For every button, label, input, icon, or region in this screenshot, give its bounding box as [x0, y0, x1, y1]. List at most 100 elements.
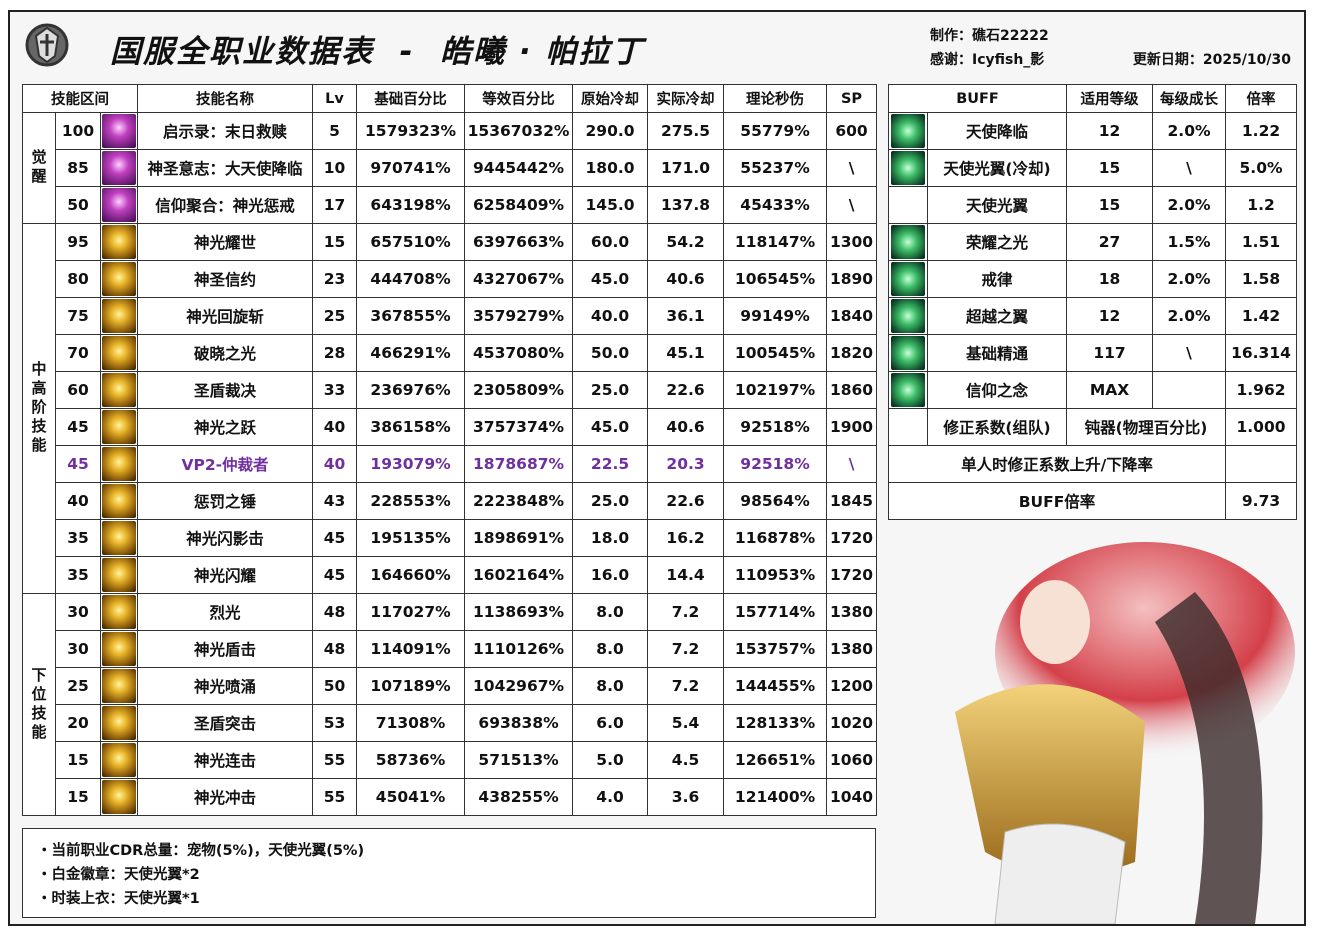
- cell: 2.0%: [1152, 112, 1227, 150]
- skill-icon: [102, 151, 137, 185]
- cell: 9445442%: [464, 149, 574, 187]
- cell: 信仰之念: [926, 371, 1068, 409]
- buff-icon: [891, 373, 925, 407]
- cell: 9.73: [1225, 482, 1298, 520]
- cell: 45.0: [572, 408, 649, 446]
- cell: 50: [55, 186, 101, 224]
- cell: 164660%: [356, 556, 466, 594]
- skill-row: 15 神光连击 55 58736% 571513% 5.0 4.5 126651% 1060: [23, 741, 878, 779]
- cell: 40.6: [647, 408, 725, 446]
- cell: 神光闪耀: [137, 556, 314, 594]
- skill-row: 45 VP2-仲裁者 40 193079% 1878687% 22.5 20.3 92518%…: [23, 445, 878, 483]
- cell: 55779%: [723, 112, 828, 150]
- cell: 神光之跃: [137, 408, 314, 446]
- icon-cell: [99, 630, 139, 668]
- skill-row: 75 神光回旋斩 25 367855% 3579279% 40.0 36.1 99149% 18…: [23, 297, 878, 335]
- cell: 43: [312, 482, 358, 520]
- cell: 116878%: [723, 519, 828, 557]
- cell: 1.962: [1225, 371, 1298, 409]
- cell: 神光耀世: [137, 223, 314, 261]
- cell: 5: [312, 112, 358, 150]
- cell: 45.0: [572, 260, 649, 298]
- icon-cell: [99, 371, 139, 409]
- skill-row: 30 神光盾击 48 114091% 1110126% 8.0 7.2 153757% 1380: [23, 630, 878, 668]
- cell: 5.0: [572, 741, 649, 779]
- cell: 8.0: [572, 630, 649, 668]
- cell: 圣盾突击: [137, 704, 314, 742]
- cell: 40: [312, 445, 358, 483]
- icon-cell: [99, 519, 139, 557]
- cell: 48: [312, 593, 358, 631]
- cell: 110953%: [723, 556, 828, 594]
- cell: 48: [312, 630, 358, 668]
- cell: 22.6: [647, 482, 725, 520]
- icon-cell: [99, 112, 139, 150]
- skill-row: 15 神光冲击 55 45041% 438255% 4.0 3.6 121400% 1040: [23, 778, 878, 816]
- cell: 657510%: [356, 223, 466, 261]
- cell: 121400%: [723, 778, 828, 816]
- skill-icon: [102, 595, 137, 629]
- skill-row: 60 圣盾裁决 33 236976% 2305809% 25.0 22.6 102197% 18…: [23, 371, 878, 409]
- cell: 8.0: [572, 667, 649, 705]
- skill-icon: [102, 262, 137, 296]
- icon-cell: [99, 149, 139, 187]
- cell: 天使降临: [926, 112, 1068, 150]
- group-label: 中高阶技能: [22, 223, 56, 594]
- cell: 126651%: [723, 741, 828, 779]
- solo-row: 单人时修正系数上升/下降率: [887, 445, 1298, 483]
- cell: 571513%: [464, 741, 574, 779]
- cell: 1.58: [1225, 260, 1298, 298]
- cell: 27: [1066, 223, 1154, 261]
- skill-icon: [102, 114, 137, 148]
- cell: 1720: [826, 519, 878, 557]
- cell: 102197%: [723, 371, 828, 409]
- cell: 643198%: [356, 186, 466, 224]
- note: ・时装上衣：天使光翼*1: [37, 891, 200, 907]
- buff-row: 超越之翼 12 2.0% 1.42: [888, 297, 1298, 335]
- skill-icon: [102, 558, 137, 592]
- cell: 神圣意志：大天使降临: [137, 149, 314, 187]
- cell: 荣耀之光: [926, 223, 1068, 261]
- cell: 228553%: [356, 482, 466, 520]
- icon-cell: [99, 704, 139, 742]
- icon-cell: [99, 741, 139, 779]
- skill-row: 35 神光闪影击 45 195135% 1898691% 18.0 16.2 116878% 1…: [23, 519, 878, 557]
- cell: 92518%: [723, 445, 828, 483]
- buff-icon: [891, 225, 925, 259]
- cell: 神光闪影击: [137, 519, 314, 557]
- cell: 33: [312, 371, 358, 409]
- cell: 16.314: [1225, 334, 1298, 372]
- cell: 5.4: [647, 704, 725, 742]
- cell: 天使光翼: [926, 186, 1068, 224]
- icon-cell: [99, 260, 139, 298]
- cell: 60.0: [572, 223, 649, 261]
- cell: 1579323%: [356, 112, 466, 150]
- icon-cell: [99, 297, 139, 335]
- cell: 35: [55, 519, 101, 557]
- cell: 1138693%: [464, 593, 574, 631]
- cell: 193079%: [356, 445, 466, 483]
- cell: 171.0: [647, 149, 725, 187]
- group-label: 下位技能: [22, 593, 56, 816]
- cell: 14.4: [647, 556, 725, 594]
- skill-icon: [102, 669, 137, 703]
- skill-row: 觉醒 100 启示录：末日救赎 5 1579323% 15367032% 290.0 275.…: [22, 112, 878, 224]
- cell: 18.0: [572, 519, 649, 557]
- skill-row: 中高阶技能 95 神光耀世 15 657510% 6397663% 60.0 54.2 1181…: [22, 223, 878, 594]
- cell: 神光冲击: [137, 778, 314, 816]
- cell: 神光回旋斩: [137, 297, 314, 335]
- cell: 1845: [826, 482, 878, 520]
- cell: 20.3: [647, 445, 725, 483]
- cell: 钝器(物理百分比): [1066, 408, 1227, 446]
- buff-row: 天使光翼(冷却) 15 \ 5.0%: [888, 149, 1298, 187]
- cell: 信仰聚合：神光惩戒: [137, 186, 314, 224]
- cell: 144455%: [723, 667, 828, 705]
- skill-row: 50 信仰聚合：神光惩戒 17 643198% 6258409% 145.0 137.8 45…: [23, 186, 878, 224]
- column-header: Lv: [312, 84, 358, 113]
- cell: 970741%: [356, 149, 466, 187]
- updated: 更新日期：2025/10/30: [1132, 52, 1291, 68]
- cell: 启示录：末日救赎: [137, 112, 314, 150]
- cell: [1152, 371, 1227, 409]
- cell: 超越之翼: [926, 297, 1068, 335]
- cell: 7.2: [647, 667, 725, 705]
